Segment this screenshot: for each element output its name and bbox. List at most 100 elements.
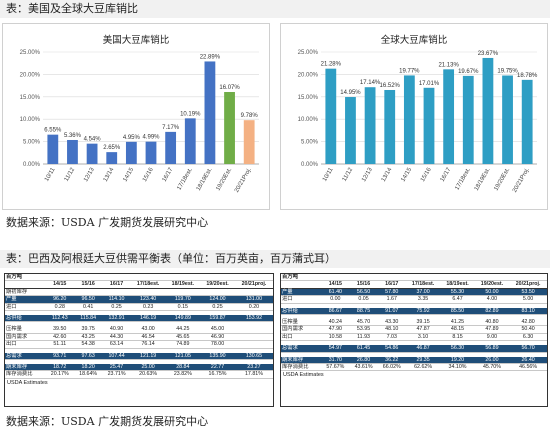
brazil-cell: 46.90 [200, 333, 235, 342]
us-data-label: 16.07% [219, 85, 240, 91]
argentina-cell: 56.70 [509, 345, 547, 353]
brazil-row-label [5, 280, 46, 289]
world-category-label: 16/17 [440, 166, 453, 183]
world-category-label: 19/20Est. [493, 167, 511, 192]
argentina-cell: 1.67 [377, 295, 406, 304]
brazil-cell: 44.25 [165, 326, 201, 334]
brazil-cell: 39.50 [45, 326, 74, 334]
brazil-row-label: 国内需求 [5, 333, 46, 342]
brazil-cell: 23.27 [234, 364, 273, 372]
argentina-cell: 47.90 [321, 325, 350, 334]
brazil-cell: 159.87 [200, 315, 235, 323]
brazil-cell: 43.25 [73, 333, 103, 342]
argentina-cell: 11.93 [349, 333, 378, 342]
brazil-cell: 63.14 [102, 340, 131, 349]
us-category-label: 14/15 [122, 166, 135, 183]
us-data-label: 22.89% [200, 54, 221, 60]
us-data-label: 2.65% [103, 145, 121, 151]
us-data-label: 9.78% [241, 113, 259, 119]
source-note-1: 数据来源：USDA 广发期货发展研究中心 [6, 216, 209, 229]
brazil-cell: 0.41 [73, 303, 103, 312]
brazil-table-row: 总供给 112.43 115.84 132.91 146.19 149.89 159.87 1… [5, 315, 273, 323]
brazil-cell: 16/17 [102, 280, 131, 289]
argentina-table-row: 总供给 86.67 88.75 91.07 75.92 85.50 82.89 83.10 [281, 307, 547, 316]
world-ytick-label: 10.00% [298, 117, 319, 123]
brazil-cell: 19/20est. [200, 280, 235, 289]
argentina-cell: 57.67% [321, 363, 350, 372]
brazil-cell: 121.19 [130, 352, 166, 361]
brazil-cell: 20/21proj. [234, 280, 273, 289]
us-bar [67, 139, 78, 164]
us-data-label: 4.99% [142, 135, 160, 141]
argentina-cell: 57.80 [377, 288, 406, 297]
world-bar [384, 89, 396, 164]
argentina-cell: 3.10 [405, 333, 441, 342]
brazil-cell: 149.89 [165, 315, 201, 323]
brazil-cell: 43.00 [130, 326, 166, 334]
world-category-label: 13/14 [381, 166, 394, 183]
argentina-cell: 55.30 [440, 288, 475, 297]
brazil-row-label: 期末库存 [5, 364, 46, 372]
section-title-balance-sheet: 表：巴西及阿根廷大豆供需平衡表（单位：百万英亩，百万蒲式耳） [0, 250, 550, 268]
us-category-label: 10/11 [44, 166, 57, 182]
argentina-cell: 56.50 [349, 288, 378, 297]
world-ytick-label: 25.00% [298, 50, 319, 56]
brazil-cell: 23.82% [165, 370, 201, 379]
us-data-label: 4.54% [84, 137, 102, 143]
world-data-label: 19.75% [497, 69, 518, 75]
argentina-cell: 47.89 [474, 325, 510, 334]
us-bar [125, 141, 137, 164]
us-category-label: 15/16 [142, 166, 155, 183]
argentina-cell [509, 274, 547, 282]
argentina-cell: 45.70% [474, 363, 510, 372]
argentina-cell: 46.56% [509, 363, 547, 372]
brazil-usda-note: USDA Estimates [7, 379, 48, 386]
brazil-cell: 51.11 [45, 340, 74, 349]
argentina-cell: 61.45 [349, 345, 378, 353]
brazil-cell: 25.00 [130, 364, 166, 372]
brazil-cell [234, 326, 273, 334]
argentina-balance-table-box: 百万吨 14/15 15/16 16/17 17/18est. 18/19est. 19/2… [280, 273, 548, 407]
brazil-row-label: 库存消费比 [5, 370, 46, 379]
us-ytick-label: 15.00% [20, 95, 41, 101]
brazil-cell: 54.38 [73, 340, 103, 349]
brazil-row-label: 百万吨 [5, 274, 46, 282]
argentina-cell: 50.00 [474, 288, 510, 297]
world-category-label: 18/19Est. [474, 167, 492, 192]
argentina-cell [405, 274, 441, 282]
argentina-cell: 42.80 [509, 319, 547, 327]
us-bar [86, 143, 98, 164]
world-category-label: 11/12 [342, 166, 355, 182]
argentina-row-label: 进口 [281, 295, 322, 304]
argentina-cell: 7.03 [377, 333, 406, 342]
argentina-usda-note: USDA Estimates [283, 372, 324, 379]
argentina-row-label: 总需求 [281, 345, 322, 353]
brazil-row-label: 期初库存 [5, 288, 46, 297]
brazil-cell: 42.60 [45, 333, 74, 342]
world-data-label: 17.01% [419, 81, 440, 87]
argentina-cell: 43.30 [377, 319, 406, 327]
brazil-cell: 121.05 [165, 352, 201, 361]
world-stocks-to-use-bar-chart: 0.00% 5.00% 10.00% 15.00% 20.00% 25.00%21.28%… [298, 50, 538, 194]
brazil-cell [200, 274, 235, 282]
world-bar [364, 87, 376, 164]
brazil-cell: 0.15 [165, 303, 201, 312]
world-category-label: 20/21Proj. [512, 167, 531, 194]
brazil-cell: 97.63 [73, 352, 103, 361]
brazil-balance-table-box: 百万吨 14/15 15/16 16/17 17/18est. 18/19est. 19/2… [4, 273, 274, 407]
world-data-label: 16.52% [380, 83, 401, 89]
us-bar [184, 118, 196, 164]
world-data-label: 23.67% [478, 51, 499, 57]
section-title-stocks-ratio: 表：美国及全球大豆库销比 [0, 0, 550, 18]
argentina-header-row: 14/15 15/16 16/17 17/18est. 18/19est. 19/20es… [281, 280, 547, 289]
brazil-cell: 28.84 [165, 364, 201, 372]
us-bar [204, 61, 216, 164]
argentina-row-label: 库存消费比 [281, 363, 322, 372]
brazil-cell: 18.72 [45, 364, 74, 372]
brazil-row-label: 总供给 [5, 315, 46, 323]
brazil-cell [45, 288, 74, 297]
brazil-cell: 0.25 [200, 303, 235, 312]
brazil-cell [234, 274, 273, 282]
brazil-cell: 131.00 [234, 295, 273, 304]
argentina-cell: 26.40 [509, 356, 547, 365]
